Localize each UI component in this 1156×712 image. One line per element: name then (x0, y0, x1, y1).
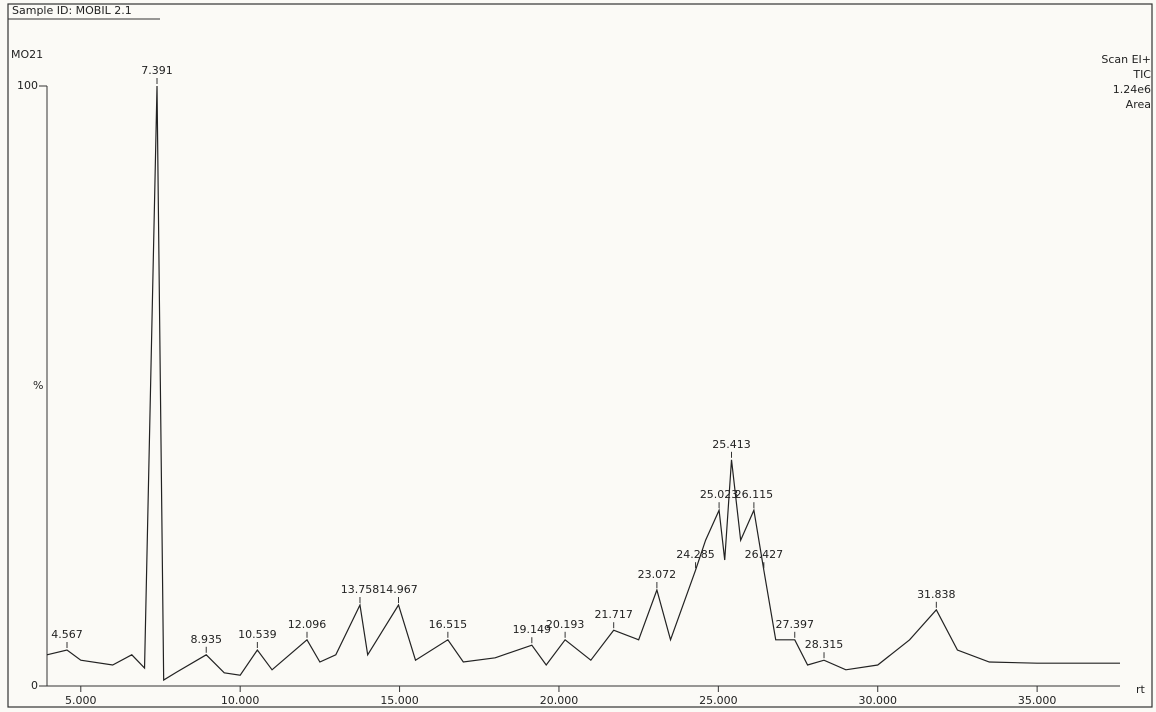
info-label: Area (1126, 98, 1151, 111)
peak-label: 16.515 (429, 618, 468, 631)
peak-label: 19.149 (513, 623, 552, 636)
peak-label: 21.717 (594, 608, 633, 621)
chart-title: MO21 (11, 48, 43, 61)
y-axis-label: % (33, 379, 43, 392)
peak-label: 23.072 (638, 568, 677, 581)
x-tick-label: 25.000 (699, 694, 738, 707)
peak-label: 14.967 (379, 583, 418, 596)
peak-label: 8.935 (190, 633, 222, 646)
y-tick-label: 100 (17, 79, 38, 92)
y-tick-label: 0 (31, 679, 38, 692)
peak-label: 12.096 (288, 618, 327, 631)
x-tick-label: 5.000 (65, 694, 97, 707)
peak-label: 20.193 (546, 618, 585, 631)
peak-label: 26.427 (745, 548, 784, 561)
frame (7, 3, 1153, 708)
info-label: TIC (1132, 68, 1151, 81)
x-axis-label: rt (1136, 683, 1146, 696)
peak-label: 26.115 (735, 488, 774, 501)
peak-label: 13.758 (341, 583, 380, 596)
header: Sample ID: MOBIL 2.1 (12, 4, 132, 17)
info-label: 1.24e6 (1113, 83, 1151, 96)
peak-label: 10.539 (238, 628, 277, 641)
trace (46, 85, 1120, 682)
x-tick-label: 35.000 (1018, 694, 1057, 707)
peak-label: 24.285 (676, 548, 715, 561)
peak-label: 31.838 (917, 588, 956, 601)
x-tick-label: 10.000 (221, 694, 260, 707)
peak-label: 28.315 (805, 638, 844, 651)
peak-label: 25.413 (712, 438, 751, 451)
x-tick-label: 15.000 (380, 694, 419, 707)
peak-label: 7.391 (141, 64, 173, 77)
peak-label: 4.567 (51, 628, 83, 641)
x-tick-label: 30.000 (858, 694, 897, 707)
info-label: Scan EI+ (1101, 53, 1151, 66)
x-tick-label: 20.000 (540, 694, 579, 707)
peak-label: 27.397 (776, 618, 815, 631)
peak-label: 25.023 (700, 488, 739, 501)
